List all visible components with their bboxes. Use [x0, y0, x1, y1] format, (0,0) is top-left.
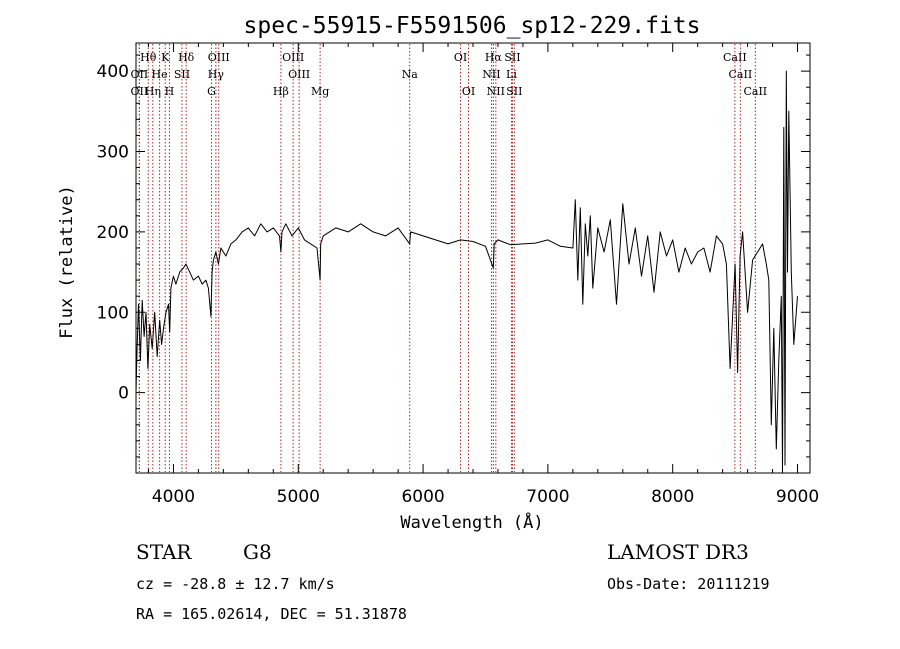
x-tick-label: 7000: [526, 487, 569, 507]
x-tick-label: 6000: [401, 487, 444, 507]
spectral-line-label: Hα: [485, 51, 503, 64]
spectral-line-label: Hθ: [140, 51, 157, 64]
spectral-line-markers: [138, 44, 756, 472]
spectral-line-label: K: [161, 51, 170, 64]
spectral-line-label: OIII: [288, 68, 310, 81]
spectral-line-label: He: [152, 68, 168, 81]
x-axis-ticks: 4000 5000 6000 7000 8000 9000: [147, 43, 819, 507]
x-axis-label: Wavelength (Å): [400, 511, 543, 533]
x-tick-label: 9000: [776, 487, 819, 507]
spectral-line-label: Mg: [311, 85, 329, 98]
spectral-line-label: OIII: [208, 51, 230, 64]
y-tick-label: 100: [97, 303, 129, 323]
spectral-line-label: NII: [482, 68, 500, 81]
spectral-line-label: OII: [131, 85, 149, 98]
x-tick-label: 4000: [152, 487, 195, 507]
spectral-line-label: OII: [131, 68, 149, 81]
spectral-line-label: CaII: [723, 51, 747, 64]
y-tick-label: 200: [97, 223, 129, 243]
y-axis-label: Flux (relative): [57, 185, 77, 339]
spectral-line-label: Hγ: [208, 68, 225, 81]
object-class: STAR: [136, 540, 192, 564]
object-subclass: G8: [243, 540, 272, 564]
spectral-line-label: SII: [504, 51, 520, 64]
spectral-line-label: OI: [454, 51, 467, 64]
spectral-line-label: CaII: [743, 85, 767, 98]
spectral-line-label: SII: [506, 85, 522, 98]
spectral-line-label: Hη: [145, 85, 161, 98]
y-tick-label: 300: [97, 143, 129, 163]
y-axis-ticks: 0 100 200 300 400: [97, 54, 810, 458]
spectral-line-label: Li: [506, 68, 517, 81]
spectral-line-label: SII: [174, 68, 190, 81]
survey-name: LAMOST DR3: [607, 540, 749, 564]
x-tick-label: 5000: [277, 487, 320, 507]
spectral-line-label: Na: [402, 68, 419, 81]
flux-series-line: [135, 70, 798, 474]
spectral-line-label: H: [165, 85, 175, 98]
observation-date: Obs-Date: 20111219: [607, 575, 770, 593]
sky-coordinates: RA = 165.02614, DEC = 51.31878: [136, 605, 407, 623]
spectral-line-label: Hβ: [273, 85, 289, 98]
y-tick-label: 400: [97, 62, 129, 82]
x-tick-label: 8000: [651, 487, 694, 507]
spectral-line-label: OIII: [282, 51, 304, 64]
spectral-line-label: OI: [462, 85, 475, 98]
spectral-line-label: G: [207, 85, 216, 98]
y-tick-label: 0: [118, 384, 129, 404]
chart-title: spec-55915-F5591506_sp12-229.fits: [244, 13, 701, 39]
spectral-line-label: NII: [487, 85, 505, 98]
redshift-velocity: cz = -28.8 ± 12.7 km/s: [136, 575, 335, 593]
spectrum-trace: [135, 70, 798, 474]
spectral-line-label: CaII: [729, 68, 753, 81]
spectral-line-label: Hδ: [178, 51, 195, 64]
